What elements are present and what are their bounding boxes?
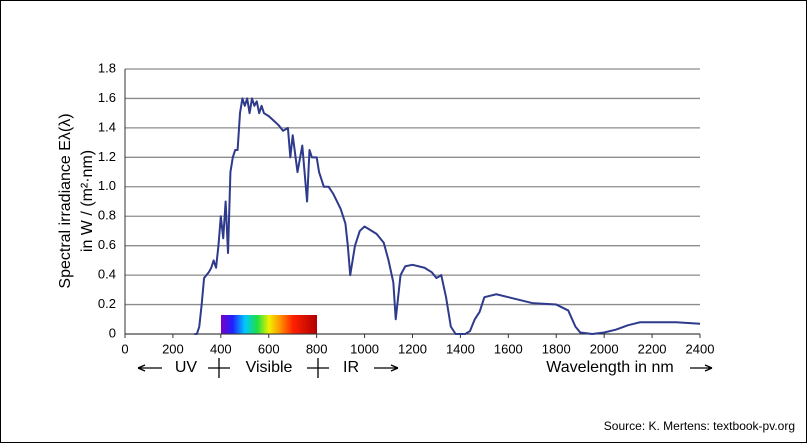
y-tick-label: 0.6 (98, 237, 116, 252)
visible-spectrum-bar (221, 315, 317, 334)
x-tick-label: 200 (162, 341, 184, 356)
x-tick-label: 1000 (350, 341, 379, 356)
y-tick-label: 0.8 (98, 208, 116, 223)
y-tick-label: 1.6 (98, 90, 116, 105)
x-tick-label: 1800 (542, 341, 571, 356)
y-tick-label: 0 (109, 325, 116, 340)
y-tick-label: 0.4 (98, 267, 116, 282)
annotation: Visible (246, 359, 293, 376)
y-tick-label: 1.2 (98, 149, 116, 164)
spectrum-line (194, 97, 701, 335)
arrows (137, 358, 713, 378)
x-tick-label: 2200 (638, 341, 667, 356)
y-tick-label: 1.0 (98, 178, 116, 193)
y-label: in W / (m²·nm) (79, 150, 96, 252)
source: Source: K. Mertens: textbook-pv.org (604, 419, 795, 433)
x-tick-label: 1400 (446, 341, 475, 356)
x-tick-label: 1600 (494, 341, 523, 356)
x-tick-label: 400 (210, 341, 232, 356)
x-tick-label: 2000 (590, 341, 619, 356)
grid (125, 68, 700, 335)
x-tick-label: 800 (306, 341, 328, 356)
annotation: IR (343, 359, 359, 376)
x-tick-label: 600 (258, 341, 280, 356)
y-tick-label: 1.8 (98, 60, 116, 75)
y-label: Spectral irradiance Eλ(λ) (57, 113, 74, 288)
annotation: UV (175, 359, 198, 376)
y-tick-label: 0.2 (98, 296, 116, 311)
x-tick-label: 2400 (686, 341, 715, 356)
x-label: Wavelength in nm (546, 359, 673, 376)
y-tick-label: 1.4 (98, 119, 116, 134)
x-tick-label: 1200 (398, 341, 427, 356)
x-tick-label: 0 (121, 341, 128, 356)
